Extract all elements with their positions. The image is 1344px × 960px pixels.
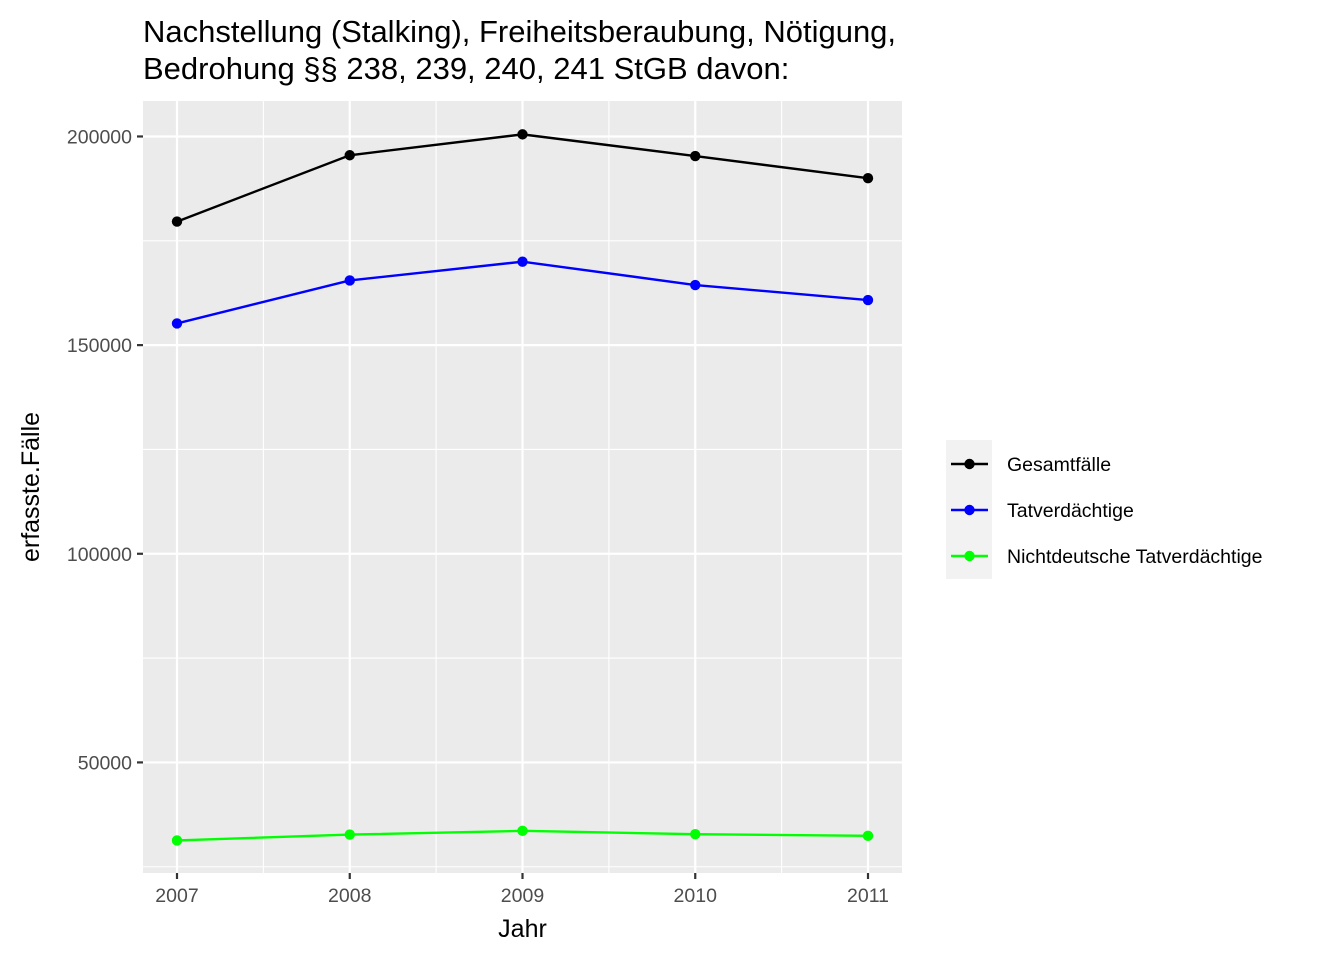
data-point bbox=[517, 129, 528, 140]
y-axis-tick-label: 50000 bbox=[78, 752, 132, 774]
x-axis-tick-labels: 2007 2008 2009 2010 2011 bbox=[155, 885, 889, 907]
data-point bbox=[517, 256, 528, 267]
x-axis-tick-label: 2010 bbox=[674, 885, 718, 907]
data-point bbox=[344, 829, 355, 840]
data-point bbox=[517, 825, 528, 837]
legend-key-point bbox=[964, 458, 975, 470]
y-axis-tick-label: 100000 bbox=[67, 544, 132, 566]
data-point bbox=[171, 835, 183, 846]
x-axis-tick-label: 2008 bbox=[328, 885, 371, 907]
series-layer bbox=[171, 129, 874, 846]
x-axis-tick-label: 2009 bbox=[501, 885, 544, 907]
data-point bbox=[171, 216, 183, 227]
y-axis-tick-label: 200000 bbox=[67, 126, 132, 148]
legend-key-point bbox=[964, 550, 975, 562]
legend-label: Nichtdeutsche Tatverdächtige bbox=[1007, 546, 1262, 568]
legend-key-point bbox=[964, 504, 975, 516]
y-axis-tick-label: 150000 bbox=[67, 335, 132, 357]
legend-label: Tatverdächtige bbox=[1007, 500, 1134, 522]
x-axis-title: Jahr bbox=[498, 915, 547, 943]
y-axis-title: erfasste.Fälle bbox=[17, 412, 45, 562]
grid-major bbox=[143, 101, 902, 873]
x-axis-tick-label: 2011 bbox=[847, 885, 889, 907]
data-point bbox=[862, 830, 874, 842]
data-point bbox=[344, 275, 355, 286]
legend: Gesamtfälle Tatverdächtige Nichtdeutsche T… bbox=[946, 440, 1262, 579]
x-axis-tick-label: 2007 bbox=[155, 885, 198, 907]
data-point bbox=[690, 150, 701, 162]
data-point bbox=[862, 173, 874, 184]
chart-subtitle: Bedrohung §§ 238, 239, 240, 241 StGB dav… bbox=[143, 51, 789, 86]
data-point bbox=[862, 294, 874, 306]
data-point bbox=[690, 279, 701, 291]
legend-label: Gesamtfälle bbox=[1007, 454, 1111, 476]
data-point bbox=[171, 318, 183, 329]
data-point bbox=[690, 828, 701, 840]
chart-title: Nachstellung (Stalking), Freiheitsberaub… bbox=[143, 14, 896, 49]
data-point bbox=[344, 150, 355, 161]
y-axis-tick-labels: 50000 100000 150000 200000 bbox=[67, 126, 132, 774]
axis-ticks bbox=[137, 135, 870, 879]
